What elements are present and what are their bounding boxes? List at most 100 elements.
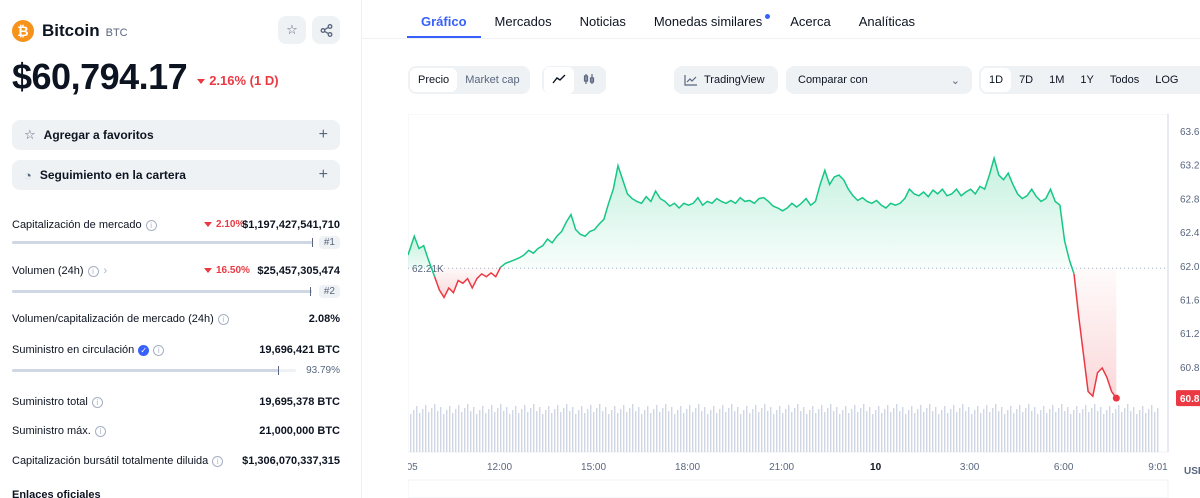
x-tick-label: 3:00 bbox=[960, 462, 980, 473]
tab-noticias[interactable]: Noticias bbox=[566, 0, 640, 38]
volume-bar bbox=[719, 409, 721, 452]
tab-monedas-similares[interactable]: Monedas similares bbox=[640, 0, 776, 38]
range-1d[interactable]: 1D bbox=[981, 68, 1012, 92]
range-7d[interactable]: 7D bbox=[1019, 74, 1034, 86]
volume-bar bbox=[1019, 405, 1021, 452]
volume-bar bbox=[743, 410, 745, 452]
volume-bar bbox=[677, 410, 679, 452]
market-cap-toggle[interactable]: Market cap bbox=[465, 74, 520, 86]
x-tick-label: 18:00 bbox=[675, 462, 700, 473]
range-1m[interactable]: 1M bbox=[1049, 74, 1065, 86]
volume-bar bbox=[542, 414, 544, 452]
stat-value: 19,696,421 BTC bbox=[259, 344, 340, 356]
star-icon: ☆ bbox=[286, 22, 298, 37]
volume-bar bbox=[1025, 408, 1027, 452]
info-icon[interactable]: i bbox=[91, 396, 103, 408]
volume-bar bbox=[968, 407, 970, 452]
volume-bar bbox=[1079, 413, 1081, 452]
stat-label: Volumen (24h) i › bbox=[12, 265, 107, 277]
range-log[interactable]: LOG bbox=[1155, 74, 1179, 86]
volume-bar bbox=[1145, 413, 1147, 452]
volume-bar bbox=[650, 413, 652, 452]
portfolio-tracking-button[interactable]: ◔ Seguimiento en la cartera + bbox=[12, 160, 340, 190]
volume-bar bbox=[500, 404, 502, 452]
volume-bar bbox=[875, 410, 877, 452]
rank-bar bbox=[12, 241, 312, 244]
volume-bar bbox=[488, 409, 490, 452]
volume-bar bbox=[608, 414, 610, 452]
stat-fdv: Capitalización bursátil totalmente dilui… bbox=[12, 455, 340, 469]
volume-bar bbox=[521, 409, 523, 452]
volume-bar bbox=[752, 409, 754, 452]
info-icon[interactable]: i bbox=[94, 425, 106, 437]
candlestick-icon[interactable] bbox=[574, 67, 604, 94]
caret-down-icon bbox=[204, 221, 212, 227]
volume-bar bbox=[1049, 409, 1051, 452]
portfolio-tracking-label: Seguimiento en la cartera bbox=[39, 168, 186, 182]
info-icon[interactable]: i bbox=[153, 344, 165, 356]
info-icon[interactable]: i bbox=[217, 313, 229, 325]
volume-bar bbox=[827, 408, 829, 452]
volume-bar bbox=[614, 406, 616, 452]
volume-bar bbox=[980, 413, 982, 452]
volume-bar bbox=[899, 411, 901, 452]
volume-bar bbox=[512, 410, 514, 452]
rank-bar bbox=[12, 290, 312, 293]
volume-bar bbox=[869, 407, 871, 452]
volume-bar bbox=[524, 405, 526, 452]
stat-label-text: Suministro en circulación bbox=[12, 344, 135, 356]
info-icon[interactable]: i bbox=[212, 455, 224, 467]
line-chart-icon[interactable] bbox=[544, 66, 574, 94]
stat-value: 19,695,378 BTC bbox=[259, 396, 340, 408]
volume-bar bbox=[806, 414, 808, 452]
volume-bar bbox=[782, 413, 784, 452]
share-button[interactable] bbox=[312, 16, 340, 44]
tab-mercados[interactable]: Mercados bbox=[481, 0, 566, 38]
tab-acerca[interactable]: Acerca bbox=[776, 0, 844, 38]
compare-select[interactable]: Comparar con ⌄ bbox=[786, 66, 972, 94]
stat-label: Volumen/capitalización de mercado (24h) i bbox=[12, 313, 229, 325]
stat-change: 16.50% bbox=[204, 265, 250, 276]
tab-analíticas[interactable]: Analíticas bbox=[845, 0, 929, 38]
x-tick-label: 15:00 bbox=[581, 462, 606, 473]
add-favorite-button[interactable]: ☆ Agregar a favoritos + bbox=[12, 120, 340, 150]
range-todos[interactable]: Todos bbox=[1109, 74, 1140, 86]
volume-bar bbox=[716, 413, 718, 452]
range-1y[interactable]: 1Y bbox=[1080, 74, 1094, 86]
chevron-down-icon: ⌄ bbox=[950, 74, 960, 87]
volume-bar bbox=[1052, 405, 1054, 452]
volume-bar bbox=[1040, 410, 1042, 452]
volume-bar bbox=[1082, 409, 1084, 452]
volume-bar bbox=[602, 411, 604, 452]
volume-bar bbox=[479, 410, 481, 452]
volume-bar bbox=[749, 413, 751, 452]
volume-bar bbox=[563, 408, 565, 452]
price-toggle[interactable]: Precio bbox=[410, 68, 458, 92]
volume-bar bbox=[1031, 411, 1033, 452]
volume-bar bbox=[914, 413, 916, 452]
volume-bar bbox=[746, 406, 748, 452]
tradingview-button[interactable]: TradingView bbox=[674, 66, 778, 94]
volume-bar bbox=[581, 406, 583, 452]
volume-bar bbox=[887, 405, 889, 452]
volume-bar bbox=[953, 405, 955, 452]
tabs-divider bbox=[362, 38, 1200, 39]
volume-bar bbox=[656, 405, 658, 452]
chevron-right-icon[interactable]: › bbox=[103, 265, 108, 277]
volume-bar bbox=[626, 412, 628, 452]
stat-label: Capitalización bursátil totalmente dilui… bbox=[12, 455, 224, 467]
info-icon[interactable]: i bbox=[145, 219, 157, 231]
volume-bar bbox=[842, 410, 844, 452]
add-favorite-label: Agregar a favoritos bbox=[43, 128, 154, 142]
volume-bar bbox=[1118, 405, 1120, 452]
area-above-baseline bbox=[408, 236, 435, 277]
star-button[interactable]: ☆ bbox=[278, 16, 306, 44]
tab-gráfico[interactable]: Gráfico bbox=[407, 0, 481, 38]
volume-bar bbox=[530, 408, 532, 452]
supply-bar-fill bbox=[12, 369, 279, 372]
x-tick-label: 6:00 bbox=[1054, 462, 1074, 473]
volume-bar bbox=[1133, 407, 1135, 452]
coin-sidebar: ₿ Bitcoin BTC ☆ $60,794.17 2.16% (1 D) ☆… bbox=[0, 0, 362, 498]
volume-bar bbox=[443, 414, 445, 452]
info-icon[interactable]: i bbox=[87, 265, 99, 277]
